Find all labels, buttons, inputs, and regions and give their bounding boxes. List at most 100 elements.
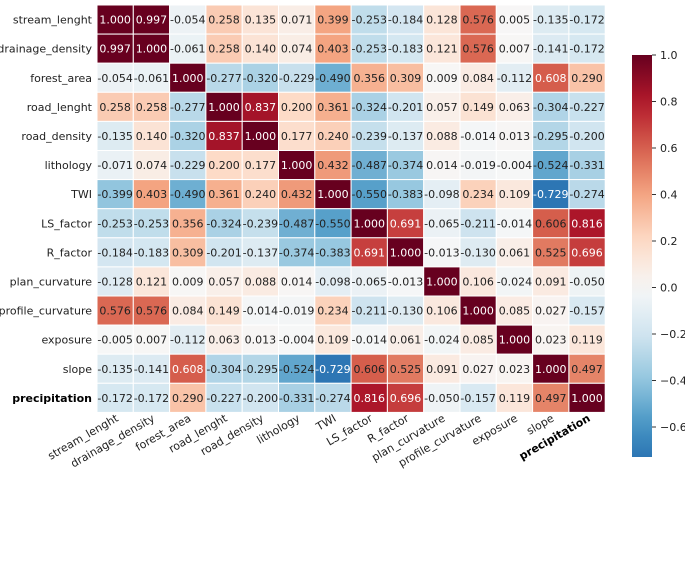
cell-value-label: -0.014 [352,334,387,347]
cell-value-label: -0.729 [315,363,350,376]
heatmap-cell [205,237,243,268]
cell-value-label: 0.234 [317,305,349,318]
heatmap-cell [278,266,316,297]
cell-value-label: -0.157 [460,392,495,405]
cell-value-label: 0.109 [499,188,531,201]
colorbar-tick-label: −0.2 [660,328,685,341]
heatmap-cell [205,91,243,122]
heatmap-cell [278,91,316,122]
y-tick-label: drainage_density [0,43,92,56]
heatmap-cell [532,353,570,384]
cell-value-label: 0.088 [245,275,277,288]
cell-value-label: -0.130 [388,305,423,318]
heatmap-cells: 1.000 0.997 -0.054 0.258 0.135 0.071 0.399 -0.2… [96,4,606,413]
heatmap-cell [169,324,207,355]
cell-value-label: 0.109 [317,334,349,347]
heatmap-cell [169,62,207,93]
cell-value-label: -0.071 [97,159,132,172]
heatmap-cell [241,295,279,326]
cell-value-label: 0.234 [462,188,494,201]
heatmap-cell [459,150,497,181]
cell-value-label: 0.837 [208,130,240,143]
cell-value-label: 0.361 [208,188,240,201]
heatmap-cell [278,324,316,355]
heatmap-cell [169,120,207,152]
cell-value-label: 0.200 [208,159,240,172]
heatmap-cell [241,150,279,181]
cell-value-label: -0.239 [352,130,387,143]
heatmap-cell [278,150,316,181]
cell-value-label: -0.024 [497,275,532,288]
cell-value-label: -0.331 [569,159,604,172]
heatmap-cell [314,150,352,181]
cell-value-label: 0.290 [172,392,204,405]
heatmap-cell [459,91,497,122]
cell-value-label: 0.063 [499,101,531,114]
heatmap-cell [96,324,134,355]
cell-value-label: -0.304 [533,101,568,114]
heatmap-cell [386,150,425,181]
heatmap-cell [278,4,316,35]
cell-value-label: 0.023 [499,363,531,376]
cell-value-label: 0.356 [172,217,204,230]
heatmap-cell [459,179,497,210]
cell-value-label: -0.324 [206,217,241,230]
heatmap-cell [568,324,606,355]
heatmap-cell [169,237,207,268]
cell-value-label: 0.088 [426,130,458,143]
cell-value-label: 0.606 [354,363,386,376]
cell-value-label: 1.000 [462,305,494,318]
x-tick-label: precipitation [517,412,593,463]
cell-value-label: 0.606 [535,217,567,230]
heatmap-cell [423,208,461,239]
heatmap-cell [495,4,534,35]
cell-value-label: 1.000 [281,159,313,172]
heatmap-cell [532,91,570,122]
cell-value-label: 0.014 [281,275,313,288]
cell-value-label: 0.403 [317,43,349,56]
cell-value-label: -0.112 [170,334,205,347]
heatmap-cell [568,91,606,122]
cell-value-label: 0.027 [462,363,494,376]
cell-value-label: 0.816 [571,217,603,230]
cell-value-label: 0.200 [281,101,313,114]
cell-value-label: 1.000 [354,217,386,230]
y-tick-label: plan_curvature [10,275,93,288]
heatmap-cell [350,353,388,384]
cell-value-label: -0.227 [569,101,604,114]
cell-value-label: -0.005 [97,334,132,347]
cell-value-label: -0.729 [533,188,568,201]
cell-value-label: 0.432 [281,188,313,201]
heatmap-cell [495,150,534,181]
cell-value-label: -0.229 [170,159,205,172]
cell-value-label: -0.211 [460,217,495,230]
heatmap-cell [96,4,134,35]
heatmap-cell [386,382,425,413]
heatmap-cell [169,33,207,64]
cell-value-label: -0.201 [206,246,241,259]
cell-value-label: -0.277 [206,72,241,85]
cell-value-label: -0.183 [388,43,423,56]
cell-value-label: 0.696 [390,392,422,405]
y-tick-label: forest_area [30,72,92,85]
heatmap-cell [532,179,570,210]
cell-value-label: -0.227 [206,392,241,405]
cell-value-label: -0.135 [97,130,132,143]
heatmap-cell [169,150,207,181]
cell-value-label: 1.000 [390,246,422,259]
heatmap-cell [314,324,352,355]
cell-value-label: 0.497 [571,363,603,376]
cell-value-label: 0.140 [245,43,277,56]
cell-value-label: 0.007 [499,43,531,56]
cell-value-label: -0.135 [533,14,568,27]
cell-value-label: -0.253 [97,217,132,230]
heatmap-cell [386,295,425,326]
heatmap-cell [495,208,534,239]
cell-value-label: -0.274 [315,392,350,405]
cell-value-label: 1.000 [571,392,603,405]
cell-value-label: -0.320 [243,72,278,85]
cell-value-label: 0.027 [535,305,567,318]
cell-value-label: 0.007 [136,334,168,347]
cell-value-label: -0.331 [279,392,314,405]
heatmap-cell [459,120,497,152]
